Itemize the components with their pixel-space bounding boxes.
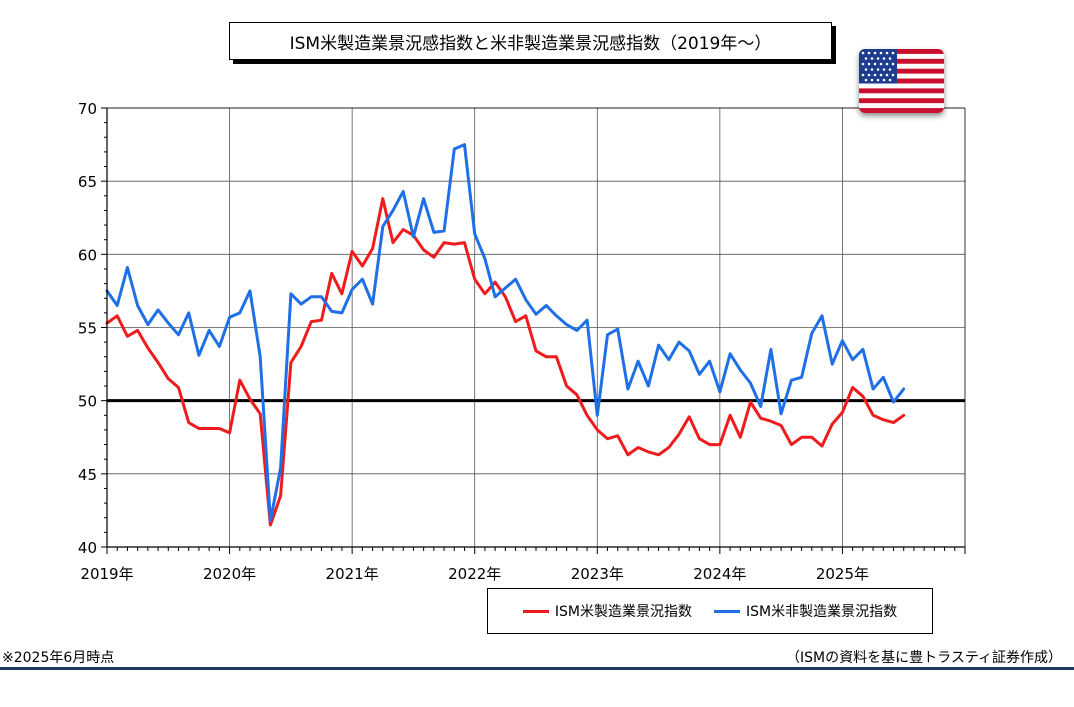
tick-labels: 40 45 50 55 60 65 70 2019年 2020年 2021年 2022年 2023年 2… <box>78 100 869 583</box>
x-tick-label: 2025年 <box>816 565 869 583</box>
legend-item-non-manufacturing: ISM米非製造業景況指数 <box>714 601 897 621</box>
y-tick-label: 50 <box>78 393 97 411</box>
series-line-non-manufacturing <box>105 143 906 523</box>
y-tick-label: 45 <box>78 466 97 484</box>
x-tick-label: 2022年 <box>448 565 501 583</box>
chart-title: ISM米製造業景況感指数と米非製造業景況感指数（2019年～） <box>229 22 832 60</box>
series-line-manufacturing <box>105 197 906 527</box>
legend-swatch-manufacturing <box>522 609 549 613</box>
legend-label-non-manufacturing: ISM米非製造業景況指数 <box>746 604 898 620</box>
gridlines <box>107 107 965 548</box>
source-note: （ISMの資料を基に豊トラスティ証券作成） <box>786 650 1062 666</box>
legend-label-manufacturing: ISM米製造業景況指数 <box>554 604 692 620</box>
series-lines <box>105 143 906 527</box>
y-tick-label: 55 <box>78 320 97 338</box>
y-tick-label: 70 <box>78 100 97 118</box>
x-tick-label: 2021年 <box>326 565 379 583</box>
chart-legend: ISM米製造業景況指数 ISM米非製造業景況指数 <box>487 588 933 634</box>
y-tick-label: 60 <box>78 246 97 264</box>
x-tick-label: 2020年 <box>203 565 256 583</box>
legend-swatch-non-manufacturing <box>714 609 740 613</box>
x-tick-label: 2023年 <box>571 565 624 583</box>
legend-item-manufacturing: ISM米製造業景況指数 <box>522 601 692 621</box>
y-tick-label: 65 <box>78 173 97 191</box>
as-of-note: ※2025年6月時点 <box>2 650 115 666</box>
y-tick-label: 40 <box>78 539 97 557</box>
axes <box>101 107 966 554</box>
footer-divider <box>0 667 1074 670</box>
x-tick-label: 2019年 <box>80 565 133 583</box>
x-tick-label: 2024年 <box>693 565 746 583</box>
us-flag-icon <box>859 49 944 113</box>
